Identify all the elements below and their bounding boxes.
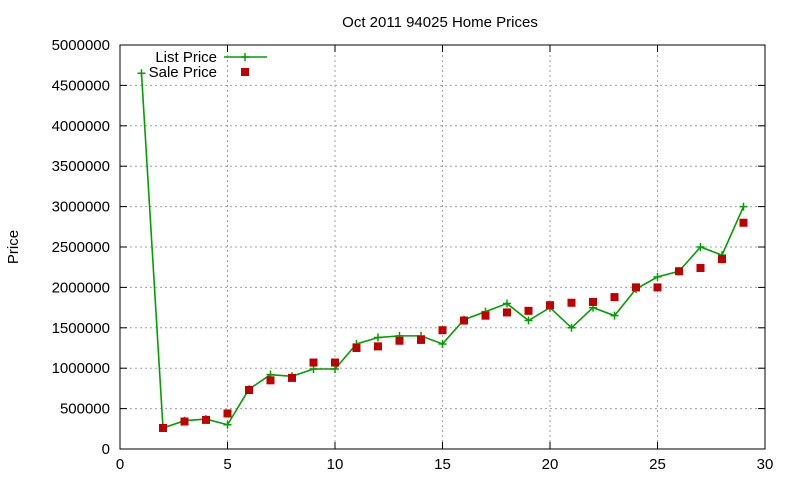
sale-price-point bbox=[589, 297, 597, 306]
sale-price-point bbox=[266, 376, 275, 385]
sale-price-point bbox=[739, 218, 748, 227]
grid-layer bbox=[120, 45, 765, 449]
sale-price-point bbox=[159, 423, 167, 432]
sale-price-point bbox=[309, 358, 318, 367]
list-price-point bbox=[610, 311, 619, 320]
x-tick-label: 0 bbox=[116, 456, 124, 473]
list-price-point bbox=[524, 316, 533, 325]
y-tick-label: 500000 bbox=[60, 401, 110, 418]
list-price-point bbox=[137, 69, 146, 78]
y-tick-label: 3500000 bbox=[52, 158, 110, 175]
list-price-point bbox=[223, 420, 232, 429]
ticks-layer: 0 5 10 15 20 25 30 0 500000 1000000 1500000 2000000… bbox=[52, 37, 774, 473]
legend-marker-list-price bbox=[241, 53, 249, 61]
sale-price-point bbox=[696, 264, 705, 273]
sale-price-point bbox=[438, 326, 447, 335]
y-tick-label: 3000000 bbox=[52, 199, 110, 216]
y-tick-label: 1500000 bbox=[52, 320, 110, 337]
sale-price-point bbox=[610, 293, 619, 302]
sale-price-point bbox=[288, 373, 296, 382]
list-price-point bbox=[739, 202, 748, 211]
legend-label-list-price: List Price bbox=[155, 49, 217, 66]
sale-price-point bbox=[352, 344, 361, 352]
x-tick-label: 20 bbox=[542, 456, 559, 473]
sale-price-point bbox=[395, 336, 404, 345]
sale-price-point bbox=[331, 358, 339, 367]
y-tick-label: 4500000 bbox=[52, 77, 110, 94]
list-price-point bbox=[374, 333, 382, 342]
list-price-point bbox=[567, 323, 576, 332]
y-tick-label: 4000000 bbox=[52, 118, 110, 135]
sale-price-series bbox=[159, 218, 748, 432]
x-tick-label: 5 bbox=[223, 456, 231, 473]
sale-price-point bbox=[524, 306, 533, 315]
sale-price-point bbox=[718, 255, 726, 264]
y-tick-label: 1000000 bbox=[52, 360, 110, 377]
sale-price-point bbox=[374, 342, 382, 351]
list-price-point bbox=[438, 339, 447, 348]
list-price-point bbox=[653, 272, 662, 281]
sale-price-point bbox=[503, 308, 511, 317]
x-tick-label: 30 bbox=[757, 456, 774, 473]
sale-price-point bbox=[460, 316, 468, 325]
sale-price-point bbox=[481, 311, 490, 320]
x-tick-label: 15 bbox=[434, 456, 451, 473]
sale-price-point bbox=[245, 386, 253, 395]
sale-price-point bbox=[567, 298, 576, 307]
legend-label-sale-price: Sale Price bbox=[149, 64, 217, 81]
series-layer bbox=[137, 69, 748, 432]
sale-price-point bbox=[546, 301, 554, 310]
legend-marker-sale-price bbox=[241, 68, 249, 76]
sale-price-point bbox=[653, 283, 662, 292]
sale-price-point bbox=[675, 267, 683, 276]
y-tick-label: 2500000 bbox=[52, 239, 110, 256]
y-tick-label: 0 bbox=[102, 441, 110, 458]
y-axis-label: Price bbox=[5, 230, 22, 264]
list-price-point bbox=[696, 243, 705, 251]
y-tick-label: 2000000 bbox=[52, 279, 110, 296]
chart-title: Oct 2011 94025 Home Prices bbox=[342, 14, 538, 31]
sale-price-point bbox=[223, 409, 232, 418]
sale-price-point bbox=[180, 417, 189, 426]
list-price-point bbox=[503, 299, 511, 308]
y-tick-label: 5000000 bbox=[52, 37, 110, 54]
sale-price-point bbox=[202, 415, 210, 424]
sale-price-point bbox=[417, 335, 425, 344]
x-tick-label: 25 bbox=[649, 456, 666, 473]
sale-price-point bbox=[632, 283, 640, 292]
x-tick-label: 10 bbox=[327, 456, 344, 473]
